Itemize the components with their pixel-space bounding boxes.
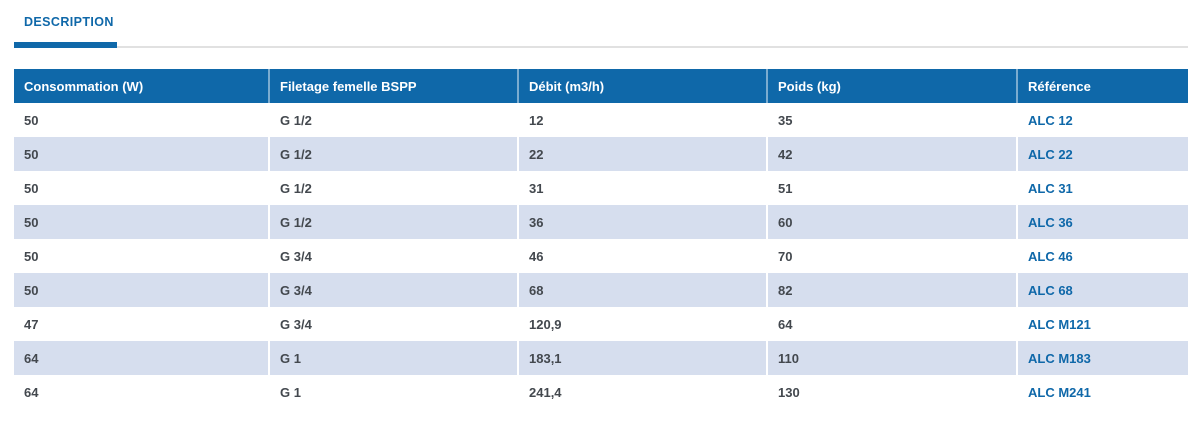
cell-poids: 70 [766,239,1016,273]
table-row: 64 G 1 241,4 130 ALC M241 [14,375,1188,409]
cell-filetage: G 1/2 [268,205,517,239]
cell-reference: ALC M121 [1016,307,1188,341]
tab-bar: DESCRIPTION [14,13,1188,31]
cell-debit: 31 [517,171,766,205]
cell-reference: ALC 68 [1016,273,1188,307]
reference-link[interactable]: ALC 12 [1028,113,1073,128]
table-row: 50 G 1/2 12 35 ALC 12 [14,103,1188,137]
cell-consommation: 50 [24,113,39,128]
cell-filetage: G 1/2 [268,103,517,137]
cell-filetage: G 3/4 [268,273,517,307]
cell-reference: ALC 36 [1016,205,1188,239]
cell-reference: ALC M241 [1016,375,1188,409]
table-row: 50 G 3/4 68 82 ALC 68 [14,273,1188,307]
cell-poids: 35 [766,103,1016,137]
cell-consommation: 50 [24,181,39,196]
table-row: 50 G 3/4 46 70 ALC 46 [14,239,1188,273]
cell-filetage: G 1/2 [268,171,517,205]
cell-consommation: 47 [24,317,39,332]
header-row: Consommation (W) Filetage femelle BSPP D… [14,69,1188,103]
cell-debit: 120,9 [517,307,766,341]
cell-poids: 51 [766,171,1016,205]
cell-poids: 110 [766,341,1016,375]
cell-reference: ALC 22 [1016,137,1188,171]
column-header-consommation: Consommation (W) [14,69,268,103]
cell-poids: 130 [766,375,1016,409]
cell-filetage: G 1/2 [268,137,517,171]
reference-link[interactable]: ALC 68 [1028,283,1073,298]
tab-description[interactable]: DESCRIPTION [24,15,114,29]
reference-link[interactable]: ALC M121 [1028,317,1091,332]
cell-filetage: G 1 [268,341,517,375]
cell-consommation: 50 [14,137,268,171]
table-header: Consommation (W) Filetage femelle BSPP D… [14,69,1188,103]
cell-consommation: 50 [24,249,39,264]
cell-debit: 46 [517,239,766,273]
cell-poids: 42 [766,137,1016,171]
cell-reference: ALC 46 [1016,239,1188,273]
cell-reference: ALC 12 [1016,103,1188,137]
cell-consommation: 50 [14,205,268,239]
table-row: 47 G 3/4 120,9 64 ALC M121 [14,307,1188,341]
table-row: 50 G 1/2 31 51 ALC 31 [14,171,1188,205]
cell-poids: 82 [766,273,1016,307]
specifications-table: Consommation (W) Filetage femelle BSPP D… [14,69,1188,409]
cell-filetage: G 3/4 [268,239,517,273]
cell-reference: ALC 31 [1016,171,1188,205]
cell-poids: 60 [766,205,1016,239]
cell-debit: 22 [517,137,766,171]
reference-link[interactable]: ALC M183 [1028,351,1091,366]
column-header-reference: Référence [1016,69,1188,103]
reference-link[interactable]: ALC 36 [1028,215,1073,230]
cell-poids: 64 [766,307,1016,341]
cell-consommation: 64 [14,341,268,375]
cell-filetage: G 1 [268,375,517,409]
reference-link[interactable]: ALC M241 [1028,385,1091,400]
table-row: 64 G 1 183,1 110 ALC M183 [14,341,1188,375]
column-header-poids: Poids (kg) [766,69,1016,103]
cell-filetage: G 3/4 [268,307,517,341]
table-body: 50 G 1/2 12 35 ALC 12 50 G 1/2 22 42 ALC 22 50 G 1/… [14,103,1188,409]
active-tab-underline [14,42,117,48]
cell-consommation: 64 [24,385,39,400]
reference-link[interactable]: ALC 46 [1028,249,1073,264]
cell-debit: 12 [517,103,766,137]
cell-debit: 68 [517,273,766,307]
reference-link[interactable]: ALC 31 [1028,181,1073,196]
cell-debit: 241,4 [517,375,766,409]
tab-divider-rule [14,42,1188,48]
table-row: 50 G 1/2 22 42 ALC 22 [14,137,1188,171]
table-row: 50 G 1/2 36 60 ALC 36 [14,205,1188,239]
reference-link[interactable]: ALC 22 [1028,147,1073,162]
column-header-filetage: Filetage femelle BSPP [268,69,517,103]
cell-reference: ALC M183 [1016,341,1188,375]
cell-debit: 183,1 [517,341,766,375]
cell-debit: 36 [517,205,766,239]
cell-consommation: 50 [14,273,268,307]
column-header-debit: Débit (m3/h) [517,69,766,103]
